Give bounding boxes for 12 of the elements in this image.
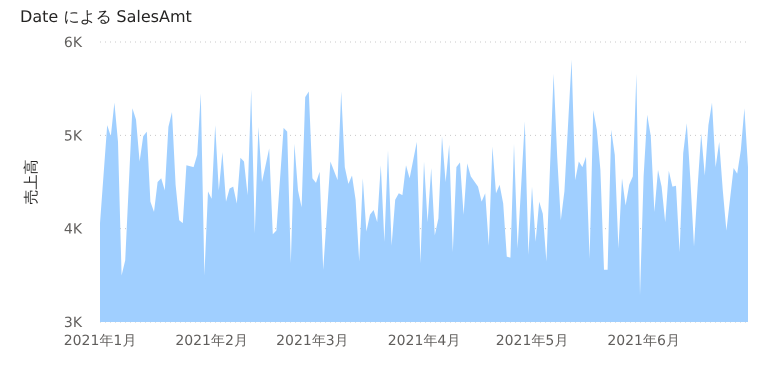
x-tick-label: 2021年5月 [496, 333, 568, 349]
x-tick-label: 2021年3月 [276, 333, 349, 349]
x-tick-label: 2021年1月 [64, 333, 136, 349]
title: Date による SalesAmt [20, 7, 192, 26]
y-tick-label: 4K [64, 222, 83, 238]
x-tick-label: 2021年6月 [607, 333, 680, 349]
y-tick-label: 6K [64, 35, 83, 51]
x-tick-label: 2021年2月 [175, 333, 248, 349]
ylabel: 売上高 [22, 160, 40, 204]
x-tick-label: 2021年4月 [388, 333, 460, 349]
y-tick-label: 3K [64, 315, 83, 331]
y-tick-label: 5K [64, 128, 83, 144]
